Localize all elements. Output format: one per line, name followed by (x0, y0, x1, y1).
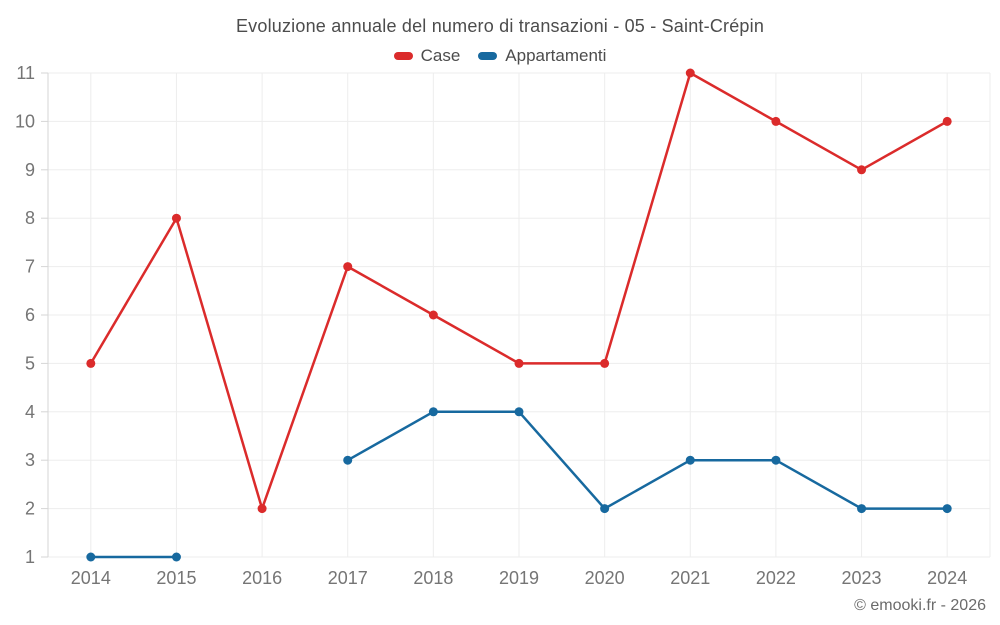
data-point-case[interactable] (428, 310, 438, 320)
data-point-case[interactable] (343, 262, 353, 272)
legend-item-case[interactable]: Case (393, 46, 461, 66)
data-point-case[interactable] (857, 165, 867, 175)
data-point-appartamenti[interactable] (685, 455, 695, 465)
x-tick-label: 2020 (585, 568, 625, 588)
x-tick-label: 2016 (242, 568, 282, 588)
data-point-case[interactable] (685, 68, 695, 78)
y-tick-label: 10 (15, 111, 35, 131)
y-tick-label: 7 (25, 257, 35, 277)
data-point-case[interactable] (86, 358, 96, 368)
legend-swatch-appartamenti-icon (478, 52, 498, 60)
x-tick-label: 2023 (842, 568, 882, 588)
data-point-appartamenti[interactable] (857, 504, 867, 514)
watermark-credit: © emooki.fr - 2026 (854, 597, 986, 614)
y-tick-label: 4 (25, 402, 35, 422)
chart-title: Evoluzione annuale del numero di transaz… (235, 16, 765, 36)
y-tick-label: 5 (25, 353, 35, 373)
data-point-case[interactable] (257, 504, 267, 514)
data-point-case[interactable] (171, 213, 181, 223)
data-point-case[interactable] (942, 116, 952, 126)
data-point-case[interactable] (600, 358, 610, 368)
data-point-appartamenti[interactable] (942, 504, 952, 514)
y-tick-label: 9 (25, 160, 35, 180)
data-point-appartamenti[interactable] (600, 504, 610, 514)
y-tick-label: 1 (25, 547, 35, 567)
y-tick-label: 8 (25, 208, 35, 228)
legend-item-appartamenti[interactable]: Appartamenti (478, 46, 606, 66)
x-tick-label: 2017 (328, 568, 368, 588)
x-tick-label: 2021 (670, 568, 710, 588)
data-point-appartamenti[interactable] (428, 407, 438, 417)
data-point-appartamenti[interactable] (771, 455, 781, 465)
data-point-appartamenti[interactable] (343, 455, 353, 465)
legend-swatch-case-icon (393, 52, 413, 60)
x-tick-label: 2014 (71, 568, 111, 588)
data-point-appartamenti[interactable] (86, 552, 96, 562)
series-line-appartamenti (346, 410, 949, 510)
x-tick-label: 2024 (927, 568, 967, 588)
x-tick-label: 2019 (499, 568, 539, 588)
data-point-appartamenti[interactable] (514, 407, 524, 417)
y-tick-label: 2 (25, 499, 35, 519)
y-tick-label: 3 (25, 450, 35, 470)
y-tick-label: 11 (16, 63, 35, 83)
y-tick-label: 6 (25, 305, 35, 325)
x-tick-label: 2015 (156, 568, 196, 588)
legend-label-appartamenti: Appartamenti (505, 46, 607, 65)
data-point-appartamenti[interactable] (171, 552, 181, 562)
legend-label-case: Case (420, 46, 461, 65)
x-tick-label: 2022 (756, 568, 796, 588)
x-tick-label: 2018 (413, 568, 453, 588)
chart-legend: Case Appartamenti (0, 46, 1000, 66)
data-point-case[interactable] (514, 358, 524, 368)
data-point-case[interactable] (771, 116, 781, 126)
